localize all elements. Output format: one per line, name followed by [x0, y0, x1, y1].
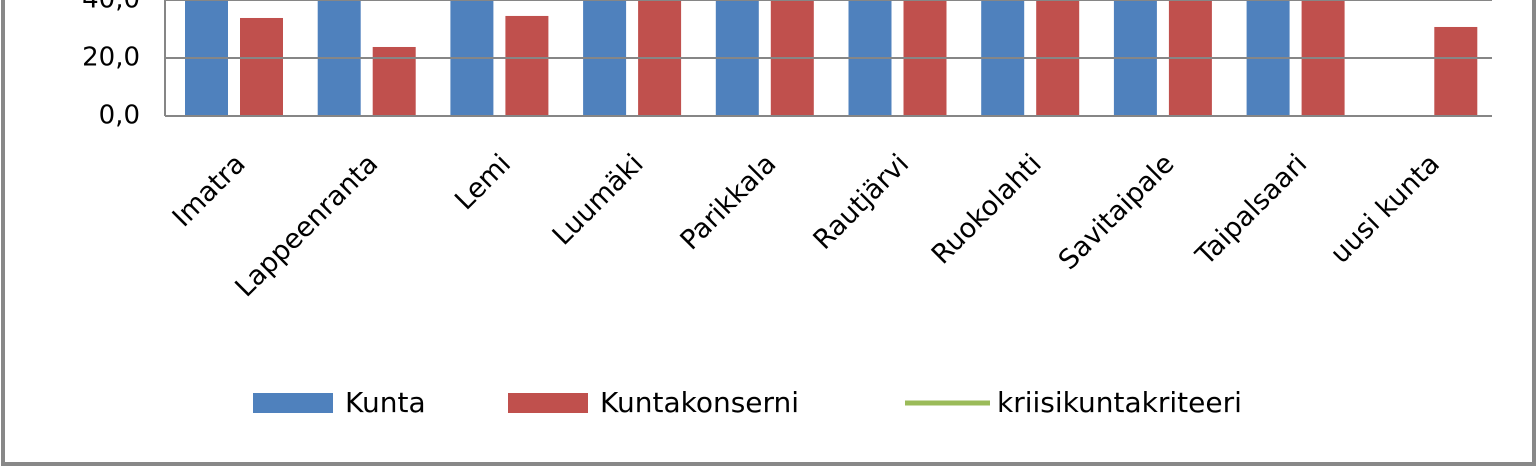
x-tick-label: Lemi: [449, 148, 517, 216]
x-tick-label: uusi kunta: [1325, 148, 1446, 269]
bar: [240, 17, 283, 117]
bar: [505, 15, 549, 117]
y-tick-label: 40,0: [82, 0, 140, 15]
x-tick-label: Imatra: [167, 148, 252, 233]
x-tick-label: Rautjärvi: [808, 148, 916, 256]
legend-swatch: [508, 393, 588, 413]
legend-label: Kuntakonserni: [600, 386, 799, 419]
x-tick-label: Lappeenranta: [229, 148, 384, 303]
x-tick-label: Parikkala: [674, 148, 782, 256]
legend-swatch: [253, 393, 333, 413]
x-tick-label: Ruokolahti: [926, 148, 1048, 270]
x-tick-label: Savitaipale: [1053, 148, 1181, 276]
y-tick-label: 20,0: [82, 43, 140, 73]
legend-label: Kunta: [345, 386, 426, 419]
legend-label: kriisikuntakriteeri: [997, 386, 1242, 419]
x-tick-label: Luumäki: [547, 148, 650, 251]
y-tick-label: 0,0: [99, 101, 140, 131]
bar: [1434, 26, 1478, 116]
x-tick-label: Taipalsaari: [1189, 148, 1313, 272]
